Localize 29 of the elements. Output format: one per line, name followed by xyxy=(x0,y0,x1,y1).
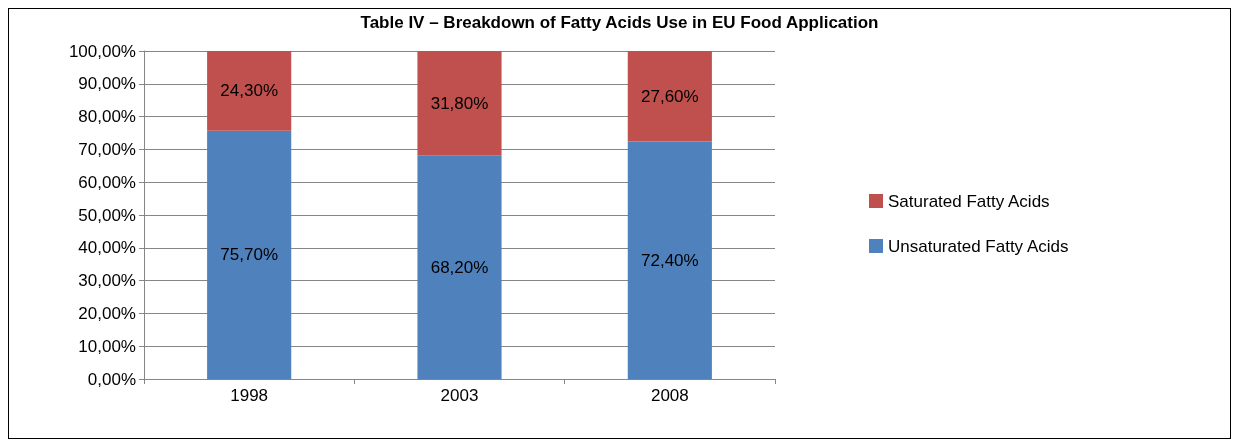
data-label: 31,80% xyxy=(430,93,489,113)
x-tick-label: 2003 xyxy=(440,386,479,405)
y-tick-label: 60,00% xyxy=(78,172,136,192)
chart-title: Table IV – Breakdown of Fatty Acids Use in EU Food Application xyxy=(360,13,879,32)
x-tick-label: 1998 xyxy=(230,386,269,405)
bar xyxy=(417,51,502,156)
y-tick-label: 0,00% xyxy=(87,369,136,389)
y-tick-label: 80,00% xyxy=(78,107,136,127)
bar xyxy=(627,141,712,379)
y-tick-label: 100,00% xyxy=(68,41,136,61)
y-tick-label: 40,00% xyxy=(78,238,136,258)
y-tick-label: 90,00% xyxy=(78,74,136,94)
y-tick-label: 30,00% xyxy=(78,271,136,291)
legend-label: Unsaturated Fatty Acids xyxy=(888,236,1069,256)
bar xyxy=(207,130,292,379)
y-tick-label: 70,00% xyxy=(78,139,136,159)
data-label: 24,30% xyxy=(220,81,278,101)
data-label: 72,40% xyxy=(641,250,699,270)
data-label: 68,20% xyxy=(430,257,489,277)
legend-label: Saturated Fatty Acids xyxy=(888,191,1050,211)
bar xyxy=(417,155,502,379)
data-label: 75,70% xyxy=(220,245,278,265)
data-label: 27,60% xyxy=(641,86,699,106)
bar xyxy=(627,51,712,142)
y-tick-label: 20,00% xyxy=(78,303,136,323)
x-tick-label: 2008 xyxy=(650,386,689,405)
bar xyxy=(207,51,292,131)
y-tick-label: 10,00% xyxy=(78,336,136,356)
y-tick-label: 50,00% xyxy=(78,205,136,225)
